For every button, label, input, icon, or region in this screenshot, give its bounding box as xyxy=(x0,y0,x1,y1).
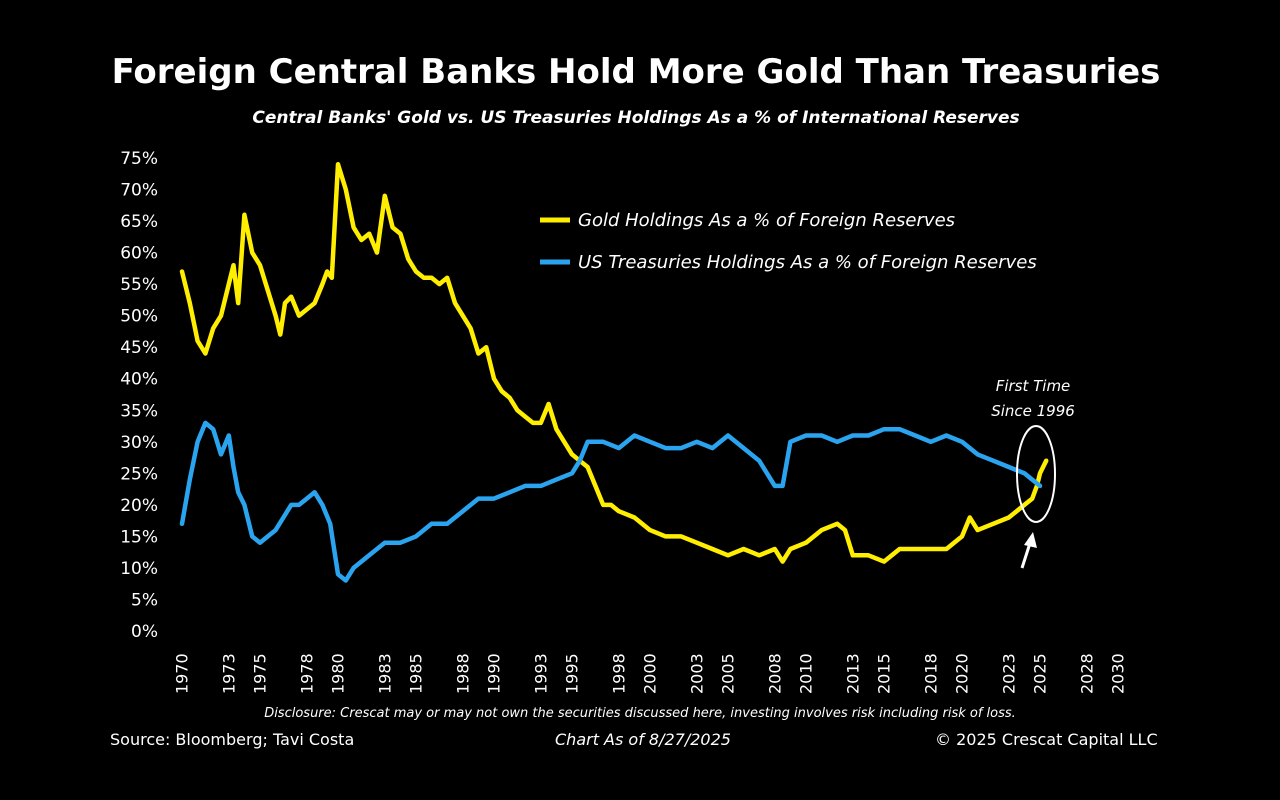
treasuries-series-line xyxy=(179,420,1043,583)
y-tick-label: 65% xyxy=(120,212,158,232)
copyright-text: © 2025 Crescat Capital LLC xyxy=(935,730,1158,749)
y-tick-label: 20% xyxy=(120,496,158,516)
x-tick-label: 1973 xyxy=(219,653,238,694)
x-tick-label: 2003 xyxy=(687,653,706,694)
y-tick-label: 45% xyxy=(120,338,158,358)
annotation-ellipse xyxy=(1016,425,1056,523)
x-tick-label: 2005 xyxy=(719,653,738,694)
legend-label: Gold Holdings As a % of Foreign Reserves xyxy=(578,210,955,231)
x-tick-label: 1983 xyxy=(375,653,394,694)
annotation-group: First Time Since 1996 xyxy=(991,377,1075,569)
x-tick-label: 1980 xyxy=(329,653,348,694)
y-tick-label: 5% xyxy=(131,590,158,610)
x-tick-label: 2000 xyxy=(641,653,660,694)
x-tick-label: 2013 xyxy=(843,653,862,694)
y-tick-label: 10% xyxy=(120,559,158,579)
x-tick-label: 2015 xyxy=(875,653,894,694)
annotation-text: First Time xyxy=(996,377,1071,395)
y-tick-label: 75% xyxy=(120,149,158,169)
y-tick-label: 55% xyxy=(120,275,158,295)
x-tick-label: 2023 xyxy=(999,653,1018,694)
disclosure-text: Disclosure: Crescat may or may not own t… xyxy=(264,706,1016,721)
y-tick-label: 40% xyxy=(120,370,158,390)
as-of-text: Chart As of 8/27/2025 xyxy=(555,730,731,749)
y-tick-label: 50% xyxy=(120,307,158,327)
chart-frame xyxy=(100,40,1180,758)
x-tick-label: 1993 xyxy=(531,653,550,694)
x-tick-label: 2030 xyxy=(1109,653,1128,694)
x-tick-label: 1990 xyxy=(485,653,504,694)
series-lines xyxy=(179,162,1049,583)
y-tick-label: 25% xyxy=(120,464,158,484)
chart-subtitle: Central Banks' Gold vs. US Treasuries Ho… xyxy=(252,108,1020,128)
x-tick-label: 1978 xyxy=(297,653,316,694)
source-text: Source: Bloomberg; Tavi Costa xyxy=(110,730,355,749)
y-axis-ticks: 0% 5% 10% 15% 20% 25% 30% 35% 40% 45% 50% 55% 60% 65%… xyxy=(120,149,158,642)
y-tick-label: 30% xyxy=(120,433,158,453)
x-tick-label: 2010 xyxy=(797,653,816,694)
y-tick-label: 35% xyxy=(120,401,158,421)
x-tick-label: 2025 xyxy=(1031,653,1050,694)
y-tick-label: 70% xyxy=(120,181,158,201)
legend-label: US Treasuries Holdings As a % of Foreign… xyxy=(578,252,1037,273)
gold-series-line xyxy=(179,162,1049,564)
x-tick-label: 2018 xyxy=(921,653,940,694)
annotation-text: Since 1996 xyxy=(991,402,1075,420)
x-tick-label: 1970 xyxy=(173,653,192,694)
x-tick-label: 2028 xyxy=(1077,653,1096,694)
y-tick-label: 60% xyxy=(120,244,158,264)
x-tick-label: 1995 xyxy=(563,653,582,694)
legend: Gold Holdings As a % of Foreign Reserves… xyxy=(540,210,1037,273)
x-tick-label: 1988 xyxy=(453,653,472,694)
x-axis-ticks: 1970 1973 1975 1978 1980 1983 1985 1988 1990 1993… xyxy=(173,653,1128,694)
y-tick-label: 0% xyxy=(131,622,158,642)
x-tick-label: 2020 xyxy=(953,653,972,694)
x-tick-label: 1998 xyxy=(609,653,628,694)
y-tick-label: 15% xyxy=(120,527,158,547)
chart-title: Foreign Central Banks Hold More Gold Tha… xyxy=(111,52,1161,92)
x-tick-label: 1985 xyxy=(407,653,426,694)
x-tick-label: 1975 xyxy=(251,653,270,694)
x-tick-label: 2008 xyxy=(765,653,784,694)
annotation-arrow-head xyxy=(1024,532,1037,548)
